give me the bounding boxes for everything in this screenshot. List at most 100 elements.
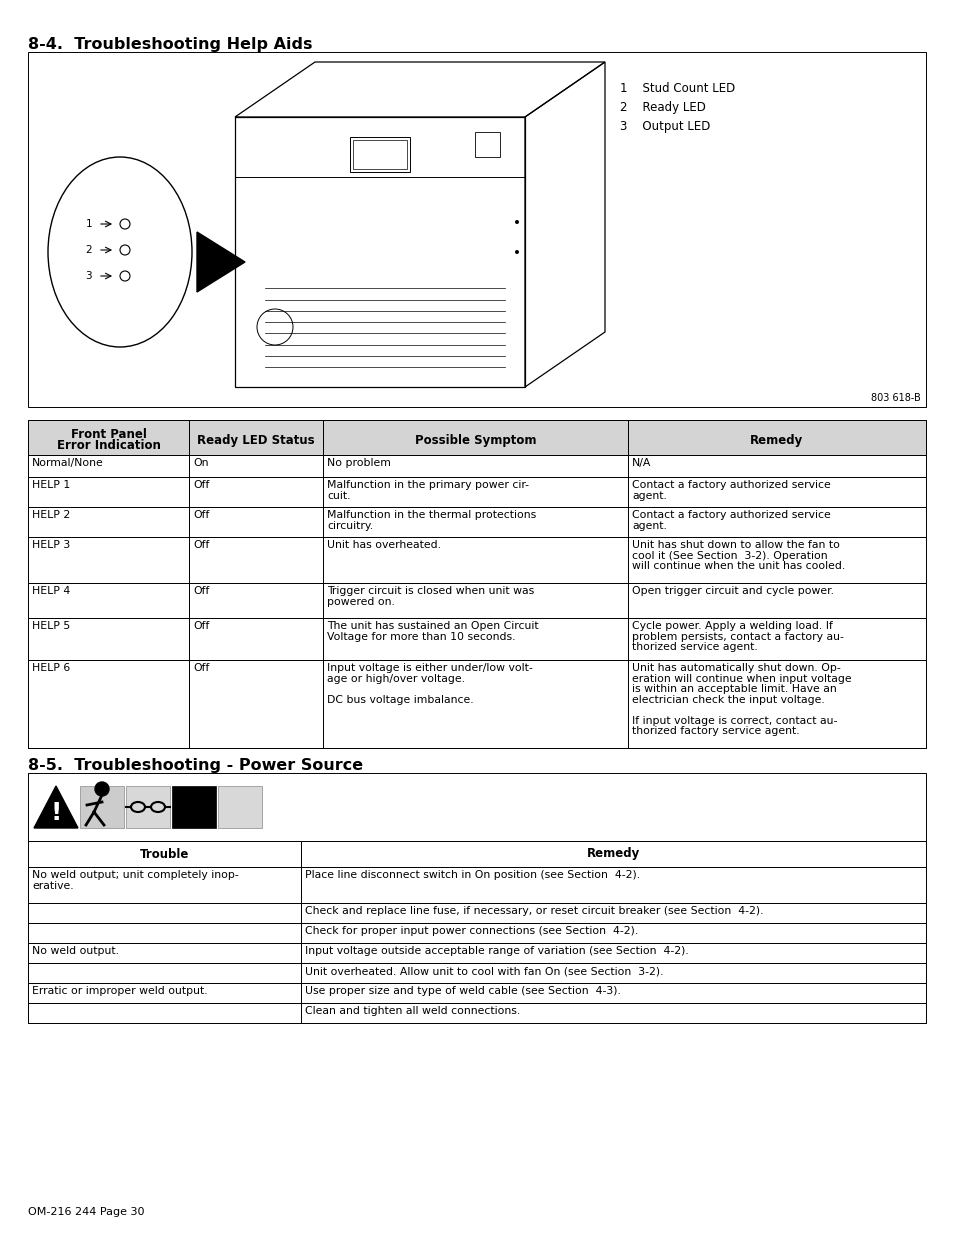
Bar [28, 903, 301, 923]
Text: Input voltage is either under/low volt-: Input voltage is either under/low volt- [327, 663, 532, 673]
Bar [323, 659, 627, 748]
Bar [475, 132, 499, 157]
Text: 2: 2 [85, 245, 91, 254]
Text: 1: 1 [85, 219, 91, 228]
Bar [627, 583, 925, 618]
Text: is within an acceptable limit. Have an: is within an acceptable limit. Have an [631, 684, 836, 694]
Bar [301, 983, 925, 1003]
Text: cuit.: cuit. [327, 490, 350, 500]
Bar [323, 454, 627, 477]
Bar [28, 867, 925, 903]
Text: HELP 2: HELP 2 [32, 510, 71, 520]
Bar [28, 773, 925, 841]
Bar [323, 583, 627, 618]
Text: Normal/None: Normal/None [32, 458, 104, 468]
Bar [189, 583, 323, 618]
Text: problem persists, contact a factory au-: problem persists, contact a factory au- [631, 631, 843, 641]
Bar [189, 618, 323, 659]
Bar [350, 137, 410, 172]
Bar [301, 1003, 925, 1023]
Bar [28, 508, 189, 537]
Text: Possible Symptom: Possible Symptom [415, 433, 536, 447]
Bar [323, 618, 627, 659]
Text: agent.: agent. [631, 520, 666, 531]
Text: 3    Output LED: 3 Output LED [619, 120, 710, 133]
Bar [28, 477, 189, 508]
Text: Place line disconnect switch in On position (see Section  4-2).: Place line disconnect switch in On posit… [305, 869, 639, 881]
Bar [218, 785, 262, 827]
Text: Unit has automatically shut down. Op-: Unit has automatically shut down. Op- [631, 663, 840, 673]
Bar [28, 923, 925, 944]
Bar [28, 537, 925, 583]
Text: thorized service agent.: thorized service agent. [631, 642, 757, 652]
Text: Off: Off [193, 621, 209, 631]
Bar [28, 618, 925, 659]
Bar [28, 923, 301, 944]
Bar [28, 508, 925, 537]
Text: circuitry.: circuitry. [327, 520, 373, 531]
Bar [189, 537, 323, 583]
Text: No weld output.: No weld output. [32, 946, 119, 956]
Bar [28, 420, 189, 454]
Bar [189, 454, 323, 477]
Text: Use proper size and type of weld cable (see Section  4-3).: Use proper size and type of weld cable (… [305, 986, 620, 995]
Text: Off: Off [193, 510, 209, 520]
Bar [28, 983, 301, 1003]
Bar [80, 785, 124, 827]
Bar [323, 420, 627, 454]
Text: Error Indication: Error Indication [56, 440, 160, 452]
Text: Open trigger circuit and cycle power.: Open trigger circuit and cycle power. [631, 585, 833, 597]
Bar [126, 785, 170, 827]
Text: Voltage for more than 10 seconds.: Voltage for more than 10 seconds. [327, 631, 515, 641]
Bar [28, 1003, 301, 1023]
Text: age or high/over voltage.: age or high/over voltage. [327, 673, 464, 683]
Bar [189, 659, 323, 748]
Bar [28, 420, 925, 454]
Circle shape [515, 249, 518, 254]
Bar [28, 903, 925, 923]
Bar [28, 983, 925, 1003]
Bar [28, 618, 189, 659]
Text: Malfunction in the thermal protections: Malfunction in the thermal protections [327, 510, 536, 520]
Text: On: On [193, 458, 209, 468]
Bar [323, 537, 627, 583]
Bar [28, 867, 301, 903]
Bar [627, 477, 925, 508]
Text: eration will continue when input voltage: eration will continue when input voltage [631, 673, 851, 683]
Bar [189, 420, 323, 454]
Text: N/A: N/A [631, 458, 651, 468]
Circle shape [515, 220, 518, 224]
Text: Erratic or improper weld output.: Erratic or improper weld output. [32, 986, 208, 995]
Text: Front Panel: Front Panel [71, 429, 146, 441]
Text: OM-216 244 Page 30: OM-216 244 Page 30 [28, 1207, 144, 1216]
Text: Input voltage outside acceptable range of variation (see Section  4-2).: Input voltage outside acceptable range o… [305, 946, 688, 956]
Text: No problem: No problem [327, 458, 391, 468]
Bar [323, 508, 627, 537]
Bar [28, 1003, 925, 1023]
Text: The unit has sustained an Open Circuit: The unit has sustained an Open Circuit [327, 621, 538, 631]
Bar [28, 454, 925, 477]
Text: Malfunction in the primary power cir-: Malfunction in the primary power cir- [327, 480, 529, 490]
Bar [28, 52, 925, 408]
Text: HELP 1: HELP 1 [32, 480, 71, 490]
Bar [189, 477, 323, 508]
Text: Contact a factory authorized service: Contact a factory authorized service [631, 480, 830, 490]
Bar [627, 454, 925, 477]
Bar [28, 583, 925, 618]
Bar [28, 841, 925, 867]
Text: Off: Off [193, 480, 209, 490]
Bar [301, 963, 925, 983]
Bar [28, 944, 925, 963]
Bar [353, 140, 407, 169]
Bar [301, 923, 925, 944]
Text: HELP 5: HELP 5 [32, 621, 71, 631]
Bar [301, 944, 925, 963]
Text: No weld output; unit completely inop-: No weld output; unit completely inop- [32, 869, 238, 881]
Bar [189, 508, 323, 537]
Text: 3: 3 [85, 270, 91, 282]
Bar [627, 537, 925, 583]
Text: 1    Stud Count LED: 1 Stud Count LED [619, 82, 735, 95]
Bar [28, 963, 925, 983]
Text: Off: Off [193, 540, 209, 550]
Text: cool it (See Section  3-2). Operation: cool it (See Section 3-2). Operation [631, 551, 827, 561]
